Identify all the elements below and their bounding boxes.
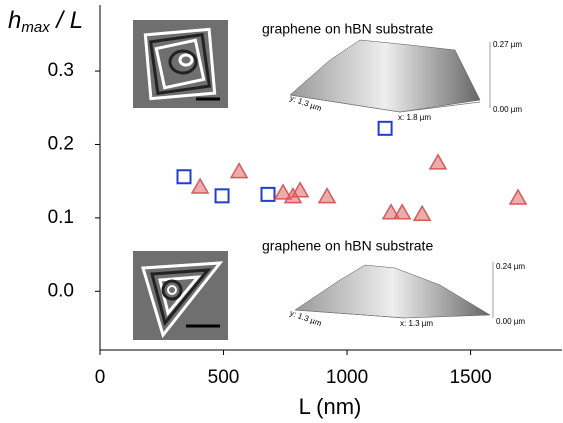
annotation: 0.24 µm (496, 262, 525, 271)
annotation: 0.00 µm (496, 317, 525, 326)
y-tick-label: 0.1 (48, 207, 74, 228)
data-point (428, 153, 448, 170)
data-point (214, 188, 230, 204)
data-point (229, 162, 249, 179)
data-point (317, 187, 337, 204)
y-axis-title-rest: / L (50, 7, 83, 34)
annotation: graphene on hBN substrate (262, 238, 433, 254)
inset-image (133, 20, 228, 108)
annotation: x: 1.3 µm (400, 319, 433, 328)
data-point (273, 183, 293, 200)
y-tick-label: 0.2 (48, 133, 74, 154)
annotation: 0.00 µm (493, 105, 522, 114)
annotation: graphene on hBN substrate (262, 21, 433, 37)
inset-image (133, 251, 228, 340)
data-point (190, 177, 210, 194)
annotation: 0.27 µm (493, 40, 522, 49)
data-point (392, 203, 412, 220)
y-axis-title: hmax / L (8, 7, 83, 36)
y-tick-label: 0.3 (48, 60, 74, 81)
y-axis-title-main: h (8, 7, 21, 34)
x-tick-label: 1000 (326, 367, 368, 388)
x-tick-label: 500 (208, 367, 240, 388)
data-point (377, 120, 393, 136)
x-tick-label: 1500 (449, 367, 491, 388)
surface-plot (294, 262, 494, 319)
x-tick-label: 0 (95, 367, 106, 388)
surface-plot (289, 39, 491, 113)
y-axis-title-sub: max (21, 19, 50, 36)
data-point (176, 169, 192, 185)
data-point (412, 204, 432, 221)
data-point (290, 181, 310, 198)
x-axis-title: L (nm) (299, 394, 362, 419)
data-point (260, 186, 276, 202)
data-point (381, 203, 401, 220)
y-tick-label: 0.0 (48, 280, 74, 301)
annotation: x: 1.8 µm (398, 113, 431, 122)
data-point (508, 188, 528, 205)
